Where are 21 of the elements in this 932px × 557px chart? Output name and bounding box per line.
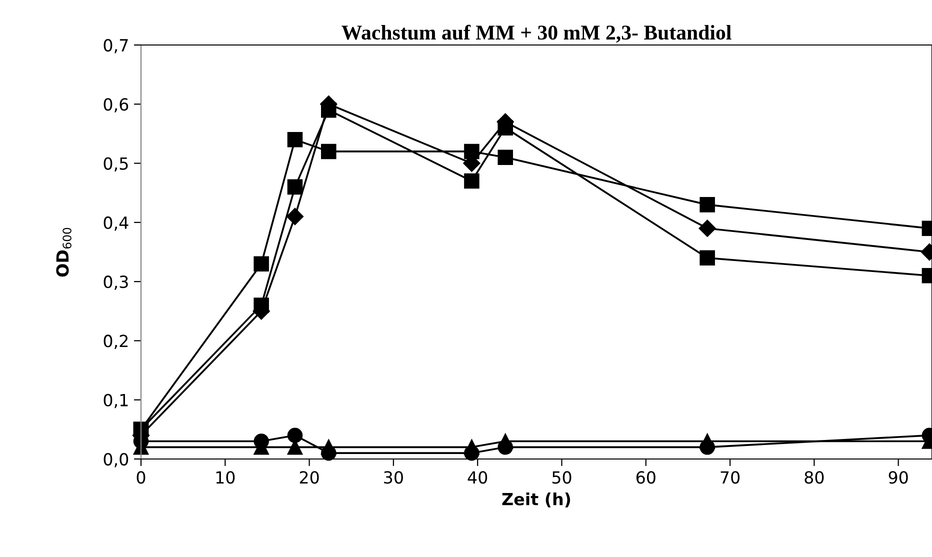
y-axis-title: OD$_{600}$: [56, 228, 72, 277]
x-tick-label: 70: [720, 471, 740, 484]
y-tick-label: 0,6: [104, 98, 128, 112]
x-tick-label: 90: [888, 471, 908, 484]
x-tick-label: 80: [804, 471, 824, 484]
x-tick-label: 40: [468, 471, 488, 484]
y-tick-label: 0,3: [104, 276, 128, 290]
y-tick-label: 0,1: [104, 394, 128, 408]
y-tick-label: 0,4: [104, 216, 128, 231]
y-tick-label: 0,5: [104, 157, 128, 172]
y-tick-label: 0,2: [104, 334, 128, 349]
x-tick-label: 30: [384, 471, 403, 484]
x-tick-label: 20: [300, 471, 319, 484]
x-tick-label: 60: [636, 471, 656, 484]
chart-title: Wachstum auf MM + 30 mM 2,3- Butandiol: [342, 24, 732, 43]
x-tick-label: 0: [136, 471, 146, 484]
x-tick-label: 50: [552, 471, 572, 484]
x-tick-label: 10: [216, 471, 235, 484]
y-tick-label: 0,0: [104, 452, 128, 468]
y-tick-label: 0,7: [104, 38, 128, 54]
x-axis-title: Zeit (h): [502, 492, 570, 508]
